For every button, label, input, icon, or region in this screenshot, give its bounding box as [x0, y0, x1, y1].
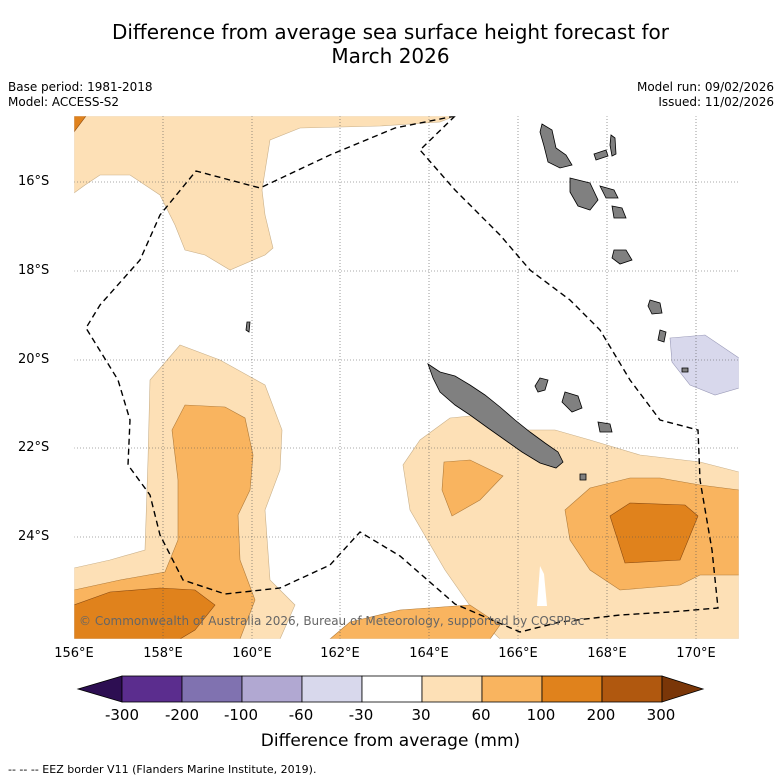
colorbar: [76, 675, 705, 703]
lon-label-160e: 160°E: [232, 646, 272, 661]
map-credit: © Commonwealth of Australia 2026, Bureau…: [79, 614, 585, 628]
lon-label-168e: 168°E: [587, 646, 627, 661]
anomaly-peak-corner: [74, 116, 87, 133]
land-masses: [245, 123, 689, 481]
lat-label-16s: 16°S: [18, 174, 50, 189]
land-ambae: [593, 149, 609, 161]
land-epi: [599, 185, 619, 199]
land-islet-east: [681, 367, 689, 373]
chart-title-line2: March 2026: [331, 44, 450, 68]
land-efate: [611, 205, 627, 219]
colorbar-tick-label: 300: [646, 706, 676, 724]
anomaly-gap: [537, 566, 547, 606]
colorbar-tick-label: 60: [471, 706, 491, 724]
colorbar-extend-high: [661, 675, 705, 703]
colorbar-tick-label: 200: [586, 706, 616, 724]
colorbar-tick-label: -60: [288, 706, 314, 724]
issued-date: Issued: 11/02/2026: [658, 95, 774, 109]
lat-label-22s: 22°S: [18, 440, 50, 455]
base-period: Base period: 1981-2018: [8, 80, 153, 94]
anomaly-peak-east: [609, 502, 699, 564]
colorbar-tick-label: 30: [411, 706, 431, 724]
colorbar-title: Difference from average (mm): [260, 731, 521, 751]
colorbar-swatch: [421, 675, 483, 703]
lon-label-166e: 166°E: [498, 646, 538, 661]
lon-label-162e: 162°E: [320, 646, 360, 661]
colorbar-tick-label: 100: [526, 706, 556, 724]
anomaly-region-north: [74, 116, 456, 271]
lat-label-24s: 24°S: [18, 529, 50, 544]
land-chesterfield: [245, 321, 251, 333]
land-malekula: [569, 177, 599, 211]
colorbar-swatch: [121, 675, 183, 703]
anomaly-peak-southwest: [74, 587, 216, 639]
colorbar-swatch: [601, 675, 663, 703]
model-run: Model run: 09/02/2026: [636, 80, 774, 94]
eez-border: [85, 116, 719, 633]
eez-legend: -- -- -- EEZ border V11 (Flanders Marine…: [8, 763, 317, 776]
anomaly-core-south: [329, 604, 501, 639]
anomaly-core-center: [441, 459, 504, 517]
lat-label-20s: 20°S: [18, 352, 50, 367]
lon-label-158e: 158°E: [143, 646, 183, 661]
chart-title-line1: Difference from average sea surface heig…: [111, 20, 670, 44]
colorbar-swatch: [241, 675, 303, 703]
map-area: [74, 116, 739, 639]
colorbar-tick-label: -100: [223, 706, 259, 724]
meta-left: Base period: 1981-2018 Model: ACCESS-S2: [8, 80, 153, 110]
land-espiritu-santo: [539, 123, 573, 169]
land-erromango: [611, 249, 633, 265]
meta-right: Model run: 09/02/2026 Issued: 11/02/2026: [637, 80, 774, 110]
colorbar-tick-label: -30: [348, 706, 374, 724]
land-loyalty-3: [597, 421, 613, 433]
land-isle-of-pines: [579, 473, 587, 481]
colorbar-swatch: [361, 675, 423, 703]
colorbar-swatch: [181, 675, 243, 703]
anomaly-negative-east: [669, 334, 739, 396]
colorbar-tick-label: -200: [164, 706, 200, 724]
land-loyalty-2: [561, 391, 583, 413]
land-tanna: [647, 299, 663, 315]
colorbar-swatch: [541, 675, 603, 703]
colorbar-swatch: [481, 675, 543, 703]
colorbar-tick-label: -300: [104, 706, 140, 724]
lat-label-18s: 18°S: [18, 263, 50, 278]
model-name: Model: ACCESS-S2: [8, 95, 120, 109]
map-frame: [73, 115, 740, 640]
land-maewo-pentecost: [609, 134, 617, 157]
lon-label-170e: 170°E: [676, 646, 716, 661]
colorbar-extend-low: [76, 675, 123, 703]
land-aneityum: [657, 329, 667, 343]
land-loyalty-1: [534, 377, 549, 393]
anomaly-core-west: [74, 404, 256, 639]
lon-label-156e: 156°E: [54, 646, 94, 661]
gridlines: [74, 116, 739, 639]
lon-label-164e: 164°E: [409, 646, 449, 661]
land-new-caledonia: [427, 362, 564, 469]
anomaly-100-200: [74, 116, 699, 639]
colorbar-swatch: [301, 675, 363, 703]
